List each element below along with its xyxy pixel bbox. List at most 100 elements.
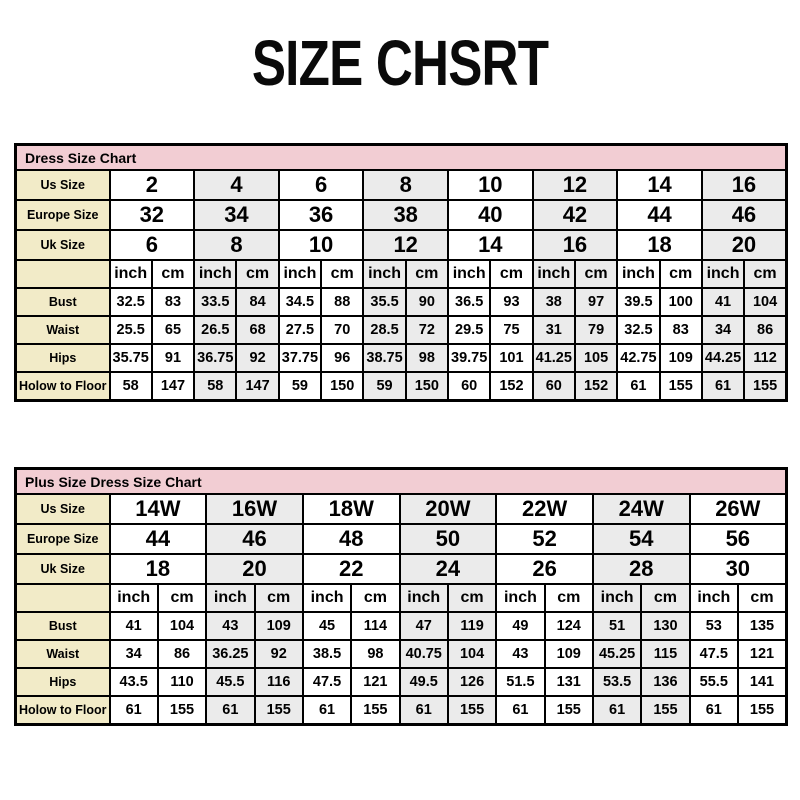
size-cell: 28 [591, 553, 691, 585]
measure-cell: 61 [398, 695, 449, 726]
measure-cell: 53.5 [591, 667, 643, 697]
measure-cell: 45.5 [205, 667, 256, 697]
measure-cell: 68 [235, 315, 280, 345]
measure-cell: 100 [658, 287, 703, 317]
unit-cell: inch [700, 259, 746, 289]
measure-cell: 155 [743, 371, 788, 402]
size-cell: 8 [193, 229, 280, 261]
size-cell: 26 [495, 553, 594, 585]
table-title: Plus Size Dress Size Chart [14, 467, 788, 495]
measure-cell: 49 [495, 611, 546, 641]
measure-cell: 70 [320, 315, 365, 345]
measure-cell: 150 [320, 371, 365, 402]
unit-cell: cm [489, 259, 534, 289]
row-label: Waist [14, 639, 111, 669]
measure-cell: 155 [253, 695, 304, 726]
unit-cell: inch [591, 583, 643, 613]
unit-cell: inch [301, 583, 353, 613]
measure-cell: 155 [350, 695, 401, 726]
size-cell: 46 [205, 523, 304, 555]
measure-cell: 65 [150, 315, 196, 345]
measure-cell: 41 [108, 611, 159, 641]
measure-cell: 43 [205, 611, 256, 641]
size-row: Europe Size 32 34 36 38 40 42 44 46 [14, 199, 788, 231]
measure-cell: 39.75 [446, 343, 492, 373]
measure-cell: 104 [156, 611, 208, 641]
unit-cell: inch [193, 259, 238, 289]
measure-cell: 121 [350, 667, 401, 697]
size-cell: 44 [108, 523, 208, 555]
measure-cell: 105 [573, 343, 619, 373]
measure-row: Holow to Floor 58 147 58 147 59 150 59 150 60 152 6… [14, 371, 788, 402]
size-cell: 6 [108, 229, 196, 261]
unit-cell: inch [398, 583, 449, 613]
measure-cell: 61 [495, 695, 546, 726]
measure-cell: 28.5 [362, 315, 407, 345]
unit-cell: inch [108, 583, 159, 613]
size-cell: 24 [398, 553, 498, 585]
measure-cell: 119 [446, 611, 498, 641]
measure-cell: 47.5 [688, 639, 739, 669]
measure-cell: 155 [446, 695, 498, 726]
measure-cell: 114 [350, 611, 401, 641]
measure-cell: 60 [531, 371, 576, 402]
measure-cell: 155 [736, 695, 788, 726]
size-cell: 20 [700, 229, 788, 261]
unit-cell: inch [446, 259, 492, 289]
measure-cell: 92 [253, 639, 304, 669]
row-label: Waist [14, 315, 111, 345]
size-row: Us Size 2 4 6 8 10 12 14 16 [14, 169, 788, 201]
measure-cell: 55.5 [688, 667, 739, 697]
unit-cell: inch [277, 259, 323, 289]
row-label: Holow to Floor [14, 371, 111, 402]
measure-cell: 61 [616, 371, 661, 402]
unit-cell: cm [320, 259, 365, 289]
row-label: Bust [14, 287, 111, 317]
unit-header-row: inch cm inch cm inch cm inch cm inch cm inch cm inch… [14, 259, 788, 289]
measure-cell: 61 [591, 695, 643, 726]
measure-cell: 109 [658, 343, 703, 373]
measure-cell: 79 [573, 315, 619, 345]
measure-cell: 43.5 [108, 667, 159, 697]
measure-cell: 75 [489, 315, 534, 345]
size-cell: 32 [108, 199, 196, 231]
row-label-empty [14, 583, 111, 613]
size-cell: 22 [301, 553, 401, 585]
size-cell: 12 [531, 169, 619, 201]
measure-cell: 58 [108, 371, 153, 402]
measure-cell: 61 [108, 695, 159, 726]
measure-cell: 60 [446, 371, 492, 402]
measure-cell: 32.5 [108, 287, 153, 317]
measure-cell: 136 [640, 667, 691, 697]
measure-row: Bust 41 104 43 109 45 114 47 119 49 124 51 130 53 135 [14, 611, 788, 641]
dress-size-chart: Dress Size Chart Us Size 2 4 6 8 10 12 14 16 Europ… [14, 143, 788, 402]
measure-cell: 101 [489, 343, 534, 373]
measure-cell: 35.75 [108, 343, 153, 373]
unit-cell: cm [743, 259, 788, 289]
measure-cell: 131 [543, 667, 594, 697]
measure-cell: 98 [350, 639, 401, 669]
size-row: Uk Size 6 8 10 12 14 16 18 20 [14, 229, 788, 261]
unit-cell: inch [688, 583, 739, 613]
measure-cell: 86 [156, 639, 208, 669]
measure-cell: 33.5 [193, 287, 238, 317]
size-cell: 14W [108, 493, 208, 525]
size-cell: 46 [700, 199, 788, 231]
measure-cell: 155 [640, 695, 691, 726]
measure-row: Bust 32.5 83 33.5 84 34.5 88 35.5 90 36.5 93 38 97 39… [14, 287, 788, 317]
measure-cell: 116 [253, 667, 304, 697]
size-cell: 22W [495, 493, 594, 525]
size-cell: 6 [277, 169, 365, 201]
measure-row: Hips 43.5 110 45.5 116 47.5 121 49.5 126 51.5 131 5… [14, 667, 788, 697]
unit-cell: cm [253, 583, 304, 613]
unit-cell: inch [616, 259, 661, 289]
measure-cell: 59 [277, 371, 323, 402]
measure-cell: 135 [736, 611, 788, 641]
row-label: Holow to Floor [14, 695, 111, 726]
row-label: Europe Size [14, 199, 111, 231]
measure-cell: 34.5 [277, 287, 323, 317]
measure-cell: 91 [150, 343, 196, 373]
measure-cell: 59 [362, 371, 407, 402]
measure-cell: 83 [150, 287, 196, 317]
unit-cell: inch [531, 259, 576, 289]
